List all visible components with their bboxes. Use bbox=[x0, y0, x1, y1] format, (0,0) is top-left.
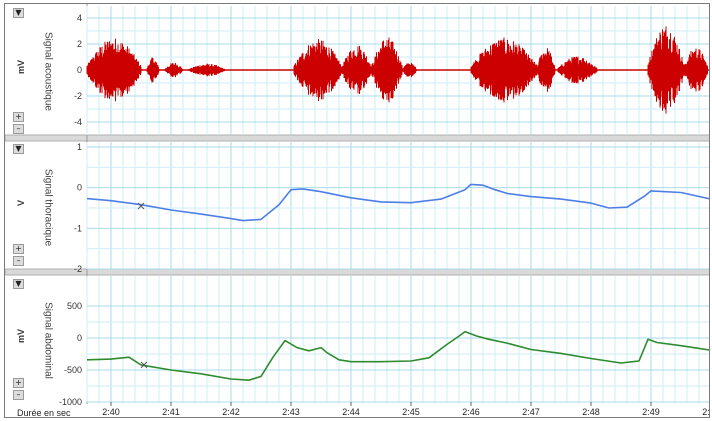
x-axis-title: Durée en sec bbox=[17, 408, 71, 418]
x-tick-label: 2:43 bbox=[282, 407, 300, 417]
panel-thoracic-collapse-button[interactable]: ▼ bbox=[13, 144, 24, 154]
y-tick-label: -1 bbox=[74, 223, 82, 233]
y-tick-label: 2 bbox=[77, 39, 82, 49]
acoustic-burst bbox=[341, 45, 372, 95]
panel-separator bbox=[5, 134, 709, 142]
panel-acoustic-title: Signal acoustique bbox=[42, 32, 54, 111]
y-tick-label: -4 bbox=[74, 117, 82, 127]
thoracic-series-line bbox=[86, 183, 709, 222]
x-tick-label: 2:45 bbox=[402, 407, 420, 417]
abdominal-series-line bbox=[86, 330, 709, 381]
x-tick-label: 2:49 bbox=[642, 407, 660, 417]
x-tick-label: 2:48 bbox=[582, 407, 600, 417]
cursor-marker bbox=[137, 202, 145, 210]
y-tick-label: -2 bbox=[74, 91, 82, 101]
cursor-marker bbox=[140, 361, 148, 369]
acoustic-burst bbox=[683, 48, 708, 92]
acoustic-burst bbox=[371, 37, 403, 103]
acoustic-burst bbox=[536, 48, 556, 92]
y-tick-label: 500 bbox=[67, 301, 82, 311]
y-tick-label: 4 bbox=[77, 13, 82, 23]
panel-acoustic-collapse-button[interactable]: ▼ bbox=[13, 8, 24, 18]
acoustic-burst bbox=[470, 37, 537, 103]
panel-thoracic-zoom-out-button[interactable]: – bbox=[13, 256, 24, 266]
cursor-marker-stroke bbox=[140, 361, 148, 369]
acoustic-burst bbox=[647, 26, 685, 114]
acoustic-burst bbox=[164, 62, 183, 78]
panel-grid bbox=[86, 142, 709, 270]
panel-abdominal-zoom-in-button[interactable]: + bbox=[13, 378, 24, 388]
panel-acoustic-zoom-in-button[interactable]: + bbox=[13, 112, 24, 122]
x-tick-label: 2:41 bbox=[162, 407, 180, 417]
acoustic-burst bbox=[401, 62, 417, 78]
panel-grid bbox=[86, 276, 709, 403]
x-tick-label: 2:46 bbox=[462, 407, 480, 417]
acoustic-burst bbox=[293, 38, 342, 102]
panel-abdominal-unit: mV bbox=[16, 329, 26, 344]
y-tick-label: 0 bbox=[77, 333, 82, 343]
panel-thoracic-unit: V bbox=[16, 200, 26, 207]
y-tick-label: 0 bbox=[77, 65, 82, 75]
panel-abdominal-title: Signal abdominal bbox=[42, 302, 54, 379]
x-tick-label: 2:42 bbox=[222, 407, 240, 417]
cursor-marker-stroke bbox=[137, 202, 145, 210]
y-tick-label: -500 bbox=[64, 365, 82, 375]
x-tick-label: 2:44 bbox=[342, 407, 360, 417]
y-tick-label: -2 bbox=[74, 264, 82, 274]
panel-abdominal-zoom-out-button[interactable]: – bbox=[13, 390, 24, 400]
acoustic-burst bbox=[146, 57, 160, 83]
acoustic-burst bbox=[557, 56, 598, 84]
panel-acoustic-zoom-out-button[interactable]: – bbox=[13, 124, 24, 134]
signal-plot-canvas[interactable]: 4 2 0 -2 -4 1 0 -1 -2 500 0 -500 -1000 2:40 2:41 2:42 2:… bbox=[5, 4, 710, 418]
y-tick-label: 0 bbox=[77, 183, 82, 193]
acoustic-burst bbox=[188, 63, 225, 77]
panel-thoracic-title: Signal thoracique bbox=[42, 168, 54, 247]
panel-separator bbox=[5, 268, 709, 276]
y-tick-label: -1000 bbox=[59, 397, 82, 407]
y-tick-label: 1 bbox=[77, 142, 82, 152]
chart-frame: 4 2 0 -2 -4 1 0 -1 -2 500 0 -500 -1000 2:40 2:41 2:42 2:… bbox=[4, 3, 710, 418]
x-tick-label: 2:47 bbox=[522, 407, 540, 417]
x-tick-label: 2:40 bbox=[102, 407, 120, 417]
acoustic-burst bbox=[86, 38, 142, 102]
panel-thoracic-zoom-in-button[interactable]: + bbox=[13, 244, 24, 254]
panel-abdominal-collapse-button[interactable]: ▼ bbox=[13, 279, 24, 289]
x-tick-label: 2:50 bbox=[702, 407, 710, 417]
panel-acoustic-unit: mV bbox=[16, 60, 26, 75]
